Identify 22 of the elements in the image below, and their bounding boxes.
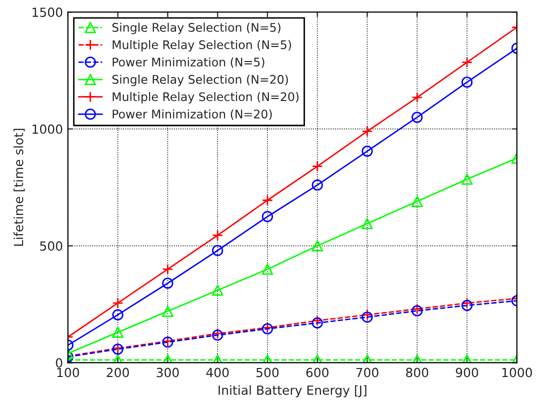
x-tick-label: 1000 (502, 368, 532, 378)
legend-label: Single Relay Selection (N=5) (112, 22, 280, 34)
x-tick-label: 500 (256, 368, 279, 378)
legend-label: Multiple Relay Selection (N=5) (112, 40, 292, 52)
y-axis-title: Lifetime [time slot] (14, 128, 25, 246)
y-tick-label: 1500 (32, 8, 62, 18)
x-tick-label: 800 (406, 368, 428, 378)
legend-label: Multiple Relay Selection (N=20) (112, 92, 299, 104)
x-tick-label: 900 (456, 368, 478, 378)
legend-label: Single Relay Selection (N=20) (112, 74, 288, 86)
x-tick-label: 200 (106, 368, 129, 378)
y-tick-label: 1000 (32, 124, 62, 134)
x-tick-label: 700 (356, 368, 378, 378)
legend-label: Power Minimization (N=20) (112, 109, 272, 120)
x-tick-label: 400 (206, 368, 229, 378)
y-tick-label: 500 (40, 241, 62, 251)
legend-label: Power Minimization (N=5) (112, 57, 264, 68)
x-tick-label: 600 (306, 368, 328, 378)
x-tick-label: 100 (57, 368, 80, 378)
y-tick-label: 0 (56, 358, 62, 368)
x-tick-label: 300 (156, 368, 179, 378)
x-axis-title: Initial Battery Energy [J] (218, 385, 366, 398)
